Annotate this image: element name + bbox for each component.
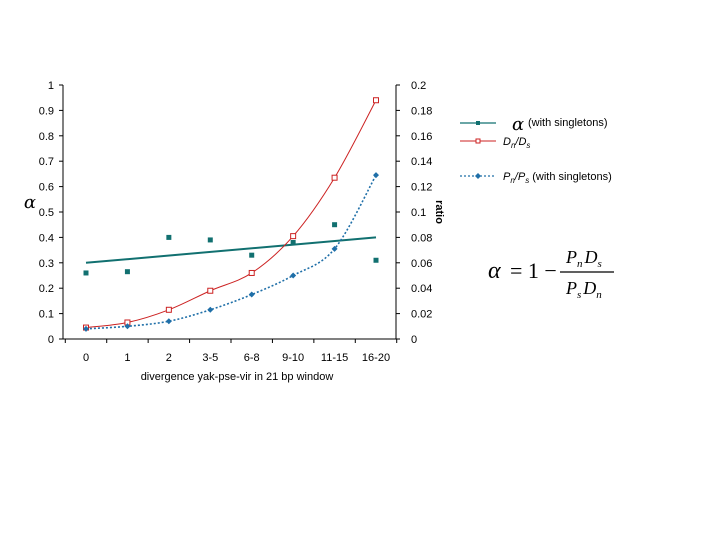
legend-marker-dn-ds [475,138,481,144]
pn-ps-point [165,318,172,325]
legend-pn-ps-label: Pn/Ps (with singletons) [503,171,612,185]
y-axis-left-label: α [24,192,36,213]
right-tick-label: 0.16 [411,131,432,143]
alpha-point [373,257,379,263]
pn-ps-point [124,323,131,330]
right-tick-label: 0.04 [411,283,432,295]
right-tick-label: 0.1 [411,207,426,219]
left-tick-label: 0.3 [39,258,54,270]
left-tick-label: 0.9 [39,105,54,117]
dn-ds-point [290,233,297,240]
left-tick-label: 0.6 [39,182,54,194]
alpha-point [207,237,213,243]
dn-ds-point [248,269,255,276]
pn-ps-point [248,291,255,298]
dn-ds-point [373,97,379,104]
x-axis-ticks: 0 1 2 3-5 6-8 9-10 11-15 16-20 [64,339,398,364]
dn-ds-point [331,174,338,181]
left-tick-label: 0.8 [39,131,54,143]
alpha-point [290,239,296,245]
legend-alpha-suffix: (with singletons) [528,117,607,129]
dn-ds-point [165,306,172,313]
x-tick-label: 9-10 [282,352,304,364]
formula-lhs: α [488,258,501,284]
right-tick-label: 0.12 [411,182,432,194]
right-tick-label: 0.06 [411,258,432,270]
legend-item-pn-ps: Pn/Ps (with singletons) [460,171,612,185]
left-tick-label: 0.7 [39,156,54,168]
x-tick-label: 16-20 [362,352,390,364]
y-axis-right-label: ratio [433,200,445,224]
series-layer [83,97,379,332]
legend-marker-alpha [476,121,480,125]
alpha-point [332,222,338,228]
alpha-trend-line [85,236,377,264]
dn-ds-point [207,287,214,294]
legend: α (with singletons) Dn/Ds Pn/Ps (with si… [460,114,612,185]
pn-ps-point [373,172,379,179]
left-tick-label: 0.2 [39,283,54,295]
pn-ps-point [331,245,338,252]
dn-ds-line [85,100,377,329]
legend-item-alpha: α (with singletons) [460,114,607,135]
left-tick-label: 0.4 [39,232,54,244]
left-tick-label: 0.5 [39,207,54,219]
series-alpha [83,222,379,276]
right-tick-label: 0.14 [411,156,432,168]
x-tick-label: 11-15 [321,352,348,364]
formula-numerator: Pn Ds [565,247,602,270]
pn-ps-line [85,174,377,330]
x-tick-label: 2 [166,352,172,364]
right-axis-ticks: 0 0.02 0.04 0.06 0.08 0.1 0.12 0.14 0.16 0.18 0.2 [396,80,432,346]
alpha-formula: α = 1 − Pn Ds Ps Dn [488,247,614,301]
pn-ps-point [207,306,214,313]
right-tick-label: 0.02 [411,309,432,321]
formula-eq: = 1 − [510,258,557,283]
right-tick-label: 0.08 [411,232,432,244]
alpha-point [249,252,255,258]
x-tick-label: 6-8 [244,352,260,364]
alpha-point [83,270,89,276]
legend-marker-pn-ps [475,173,481,179]
left-tick-label: 1 [48,80,54,92]
pn-ps-point [83,325,89,332]
series-pn_ps [83,172,379,332]
right-tick-label: 0 [411,334,417,346]
left-axis-ticks: 0 0.1 0.2 0.3 0.4 0.5 0.6 0.7 0.8 0.9 1 [39,80,63,346]
x-tick-label: 0 [83,352,89,364]
left-tick-label: 0.1 [39,309,54,321]
x-tick-label: 1 [124,352,130,364]
legend-dn-ds-label: Dn/Ds [503,136,530,150]
alpha-point [124,269,130,275]
left-tick-label: 0 [48,334,54,346]
right-tick-label: 0.18 [411,105,432,117]
formula-denominator: Ps Dn [565,278,602,301]
pn-ps-point [290,272,297,279]
x-axis-label: divergence yak-pse-vir in 21 bp window [141,371,334,383]
x-tick-label: 3-5 [202,352,218,364]
right-tick-label: 0.2 [411,80,426,92]
legend-item-dn-ds: Dn/Ds [460,136,530,150]
series-dn_ds [83,97,379,331]
alpha-point [166,234,172,240]
legend-alpha-symbol: α [512,114,524,135]
